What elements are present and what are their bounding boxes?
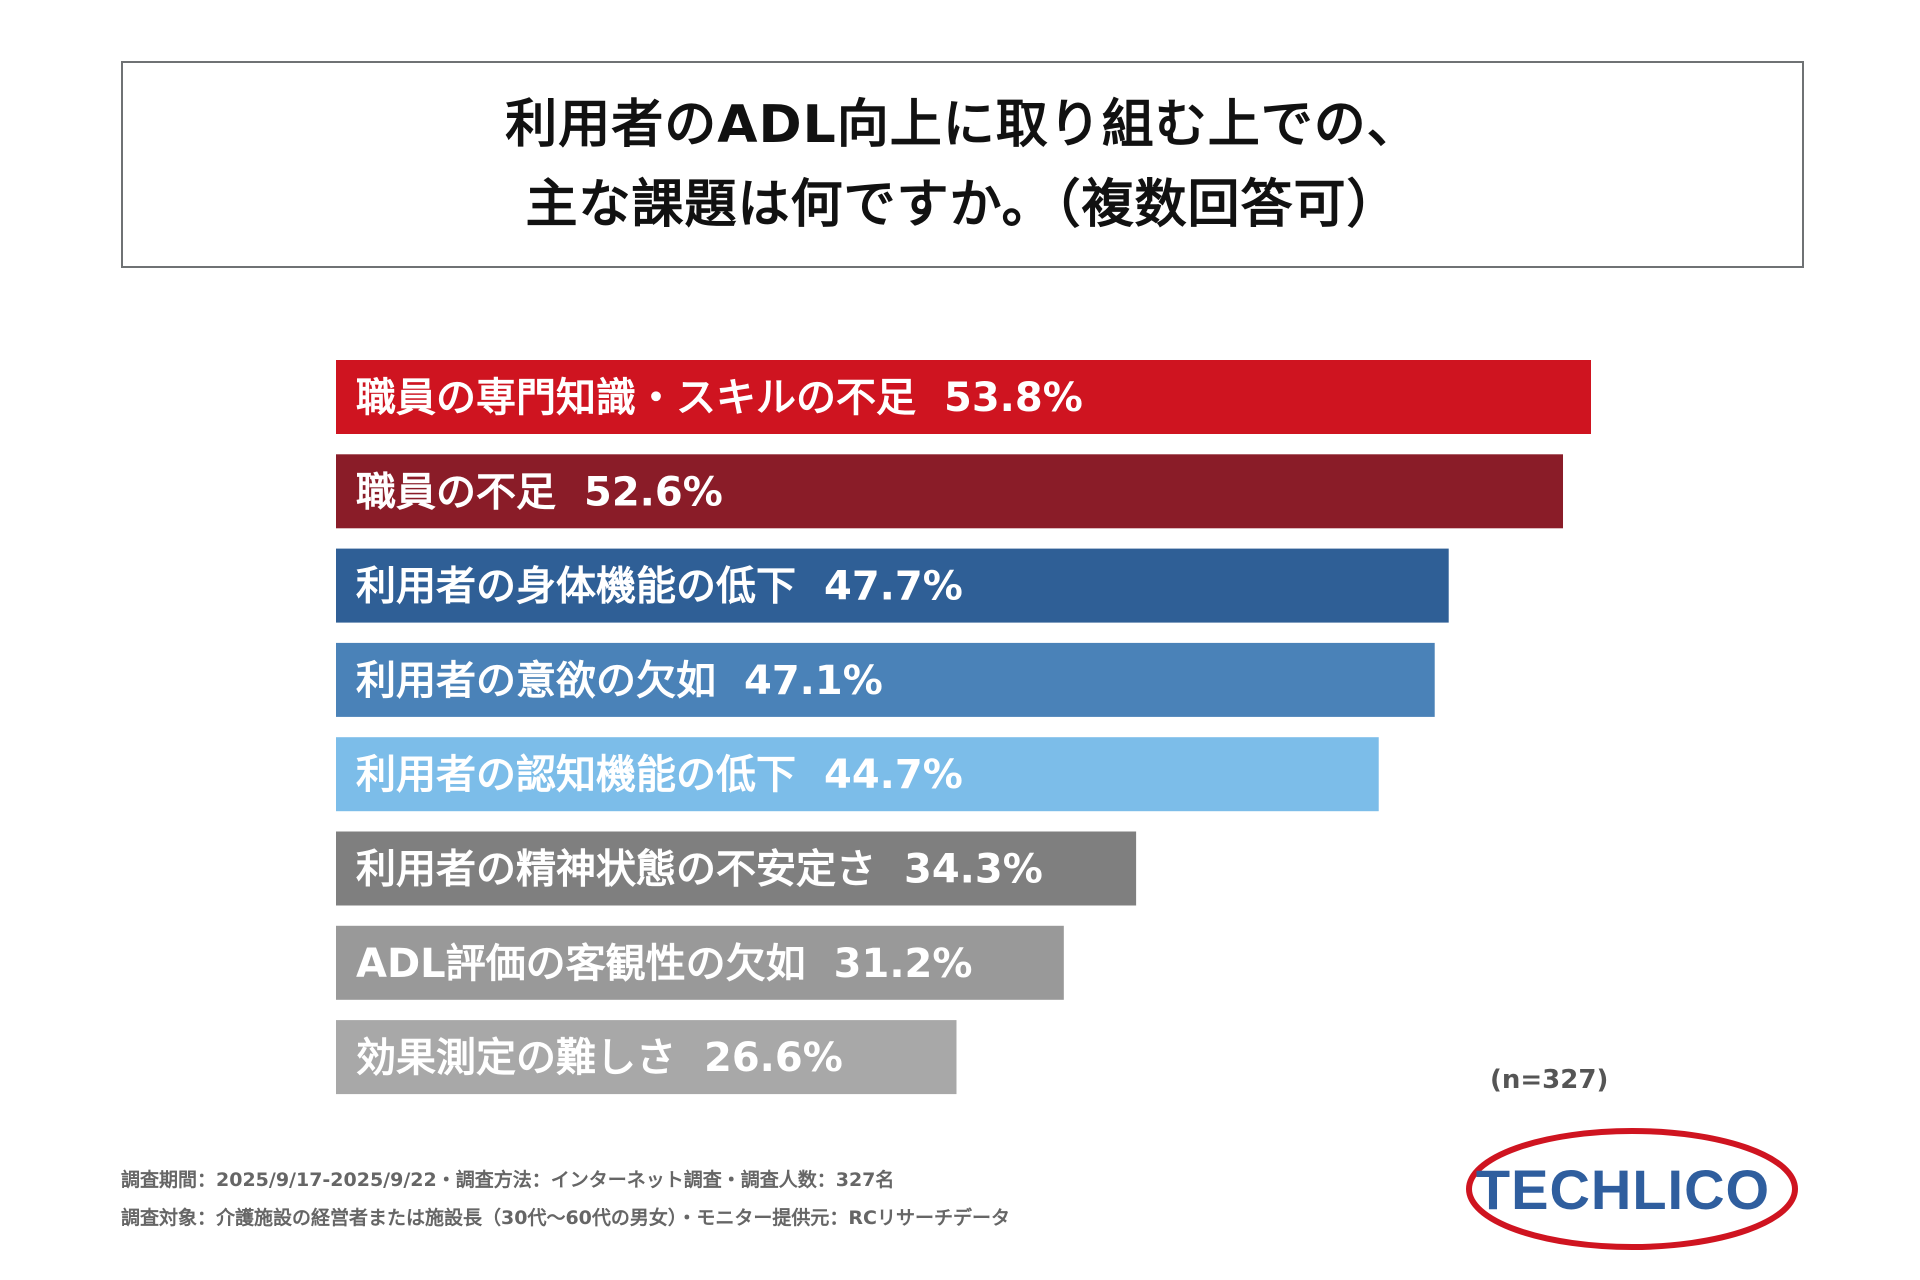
- bar-3: [336, 548, 1449, 623]
- bar-label-5: 利用者の認知機能の低下 44.7%: [356, 752, 963, 798]
- title-box: 利用者のADL向上に取り組む上での、 主な課題は何ですか。（複数回答可）: [121, 61, 1804, 268]
- logo-ring: [1466, 1128, 1798, 1250]
- bar-value-1: 53.8%: [944, 375, 1083, 421]
- bar-8: [336, 1020, 957, 1095]
- bar-value-2: 52.6%: [584, 469, 723, 515]
- bar-category-1: 職員の専門知識・スキルの不足: [356, 375, 916, 421]
- chart-title-line-2: 主な課題は何ですか。（複数回答可）: [525, 174, 1400, 235]
- bar-6: [336, 831, 1137, 906]
- bar-value-4: 47.1%: [744, 658, 883, 704]
- bar-category-8: 効果測定の難しさ: [356, 1035, 676, 1081]
- bar-value-7: 31.2%: [834, 941, 973, 987]
- chart-title-line-1: 利用者のADL向上に取り組む上での、: [505, 94, 1420, 155]
- logo-text: TECHLICO: [1475, 1157, 1771, 1221]
- bar-label-2: 職員の不足 52.6%: [356, 469, 723, 515]
- bar-category-4: 利用者の意欲の欠如: [356, 658, 716, 704]
- bar-7: [336, 925, 1064, 1000]
- bar-value-6: 34.3%: [904, 847, 1043, 893]
- bar-label-8: 効果測定の難しさ 26.6%: [356, 1035, 843, 1081]
- survey-info-line-2: 調査対象：介護施設の経営者または施設長（30代～60代の男女）・モニター提供元：…: [121, 1207, 1010, 1229]
- bar-label-1: 職員の専門知識・スキルの不足 53.8%: [356, 375, 1083, 421]
- bar-label-4: 利用者の意欲の欠如 47.1%: [356, 658, 883, 704]
- bar-category-2: 職員の不足: [356, 469, 556, 515]
- bar-label-6: 利用者の精神状態の不安定さ 34.3%: [356, 847, 1043, 893]
- bar-value-5: 44.7%: [824, 752, 963, 798]
- bar-category-3: 利用者の身体機能の低下: [356, 564, 796, 610]
- bar-value-3: 47.7%: [824, 564, 963, 610]
- bar-value-8: 26.6%: [704, 1035, 843, 1081]
- bar-1: [336, 360, 1591, 434]
- bar-category-6: 利用者の精神状態の不安定さ: [356, 847, 876, 893]
- bar-2: [336, 454, 1564, 529]
- sample-size-label: (n=327): [1490, 1065, 1609, 1095]
- bar-label-7: ADL評価の客観性の欠如 31.2%: [356, 941, 972, 987]
- bar-label-3: 利用者の身体機能の低下 47.7%: [356, 564, 963, 610]
- bar-chart: 職員の専門知識・スキルの不足 53.8% 職員の不足 52.6% 利用者の身体機能の低下…: [336, 360, 1591, 1095]
- bar-5: [336, 737, 1379, 812]
- bar-category-7: ADL評価の客観性の欠如: [356, 941, 806, 987]
- techlico-logo: TECHLICO: [1462, 1122, 1802, 1256]
- bar-category-5: 利用者の認知機能の低下: [356, 752, 796, 798]
- bar-4: [336, 642, 1435, 717]
- survey-info-line-1: 調査期間：2025/9/17-2025/9/22・調査方法：インターネット調査・…: [121, 1169, 895, 1191]
